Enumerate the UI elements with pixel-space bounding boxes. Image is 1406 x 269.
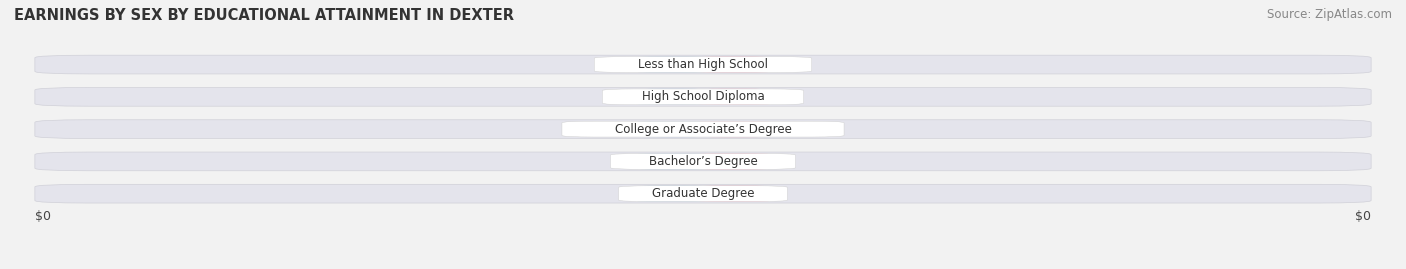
Text: Bachelor’s Degree: Bachelor’s Degree [648,155,758,168]
FancyBboxPatch shape [697,153,770,169]
FancyBboxPatch shape [697,186,770,202]
FancyBboxPatch shape [697,89,770,105]
Text: $0: $0 [665,124,681,134]
FancyBboxPatch shape [595,57,811,72]
FancyBboxPatch shape [602,89,804,105]
FancyBboxPatch shape [562,121,844,137]
Text: EARNINGS BY SEX BY EDUCATIONAL ATTAINMENT IN DEXTER: EARNINGS BY SEX BY EDUCATIONAL ATTAINMEN… [14,8,515,23]
Text: Graduate Degree: Graduate Degree [652,187,754,200]
FancyBboxPatch shape [619,186,787,201]
FancyBboxPatch shape [35,55,1371,74]
Legend: Male, Female: Male, Female [636,264,770,269]
FancyBboxPatch shape [636,56,709,73]
FancyBboxPatch shape [610,154,796,169]
Text: $0: $0 [727,59,741,70]
Text: $0: $0 [727,189,741,199]
FancyBboxPatch shape [35,120,1371,139]
FancyBboxPatch shape [636,186,709,202]
FancyBboxPatch shape [697,121,770,137]
Text: Less than High School: Less than High School [638,58,768,71]
Text: $0: $0 [665,189,681,199]
FancyBboxPatch shape [636,89,709,105]
Text: $0: $0 [665,59,681,70]
Text: $0: $0 [665,92,681,102]
Text: $0: $0 [727,124,741,134]
Text: $0: $0 [35,210,51,223]
FancyBboxPatch shape [636,153,709,169]
Text: Source: ZipAtlas.com: Source: ZipAtlas.com [1267,8,1392,21]
FancyBboxPatch shape [35,184,1371,203]
Text: $0: $0 [727,92,741,102]
Text: $0: $0 [727,156,741,167]
FancyBboxPatch shape [636,121,709,137]
Text: $0: $0 [1355,210,1371,223]
FancyBboxPatch shape [697,56,770,73]
FancyBboxPatch shape [35,152,1371,171]
Text: High School Diploma: High School Diploma [641,90,765,103]
Text: $0: $0 [665,156,681,167]
FancyBboxPatch shape [35,87,1371,106]
Text: College or Associate’s Degree: College or Associate’s Degree [614,123,792,136]
